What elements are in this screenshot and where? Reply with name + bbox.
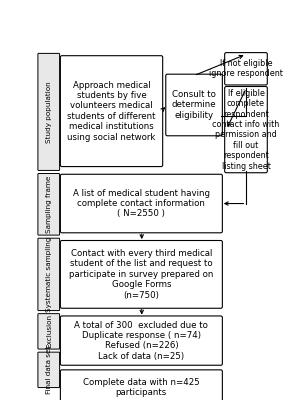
FancyBboxPatch shape — [38, 174, 60, 235]
FancyBboxPatch shape — [225, 53, 267, 85]
Text: Final data set: Final data set — [46, 346, 52, 394]
FancyBboxPatch shape — [60, 174, 222, 233]
FancyBboxPatch shape — [60, 316, 222, 365]
Text: If eligible
complete
respondent
contact info with
permission and
fill out
respon: If eligible complete respondent contact … — [212, 89, 279, 170]
FancyBboxPatch shape — [38, 238, 60, 310]
FancyBboxPatch shape — [60, 56, 163, 166]
FancyBboxPatch shape — [60, 370, 222, 400]
Text: A total of 300  excluded due to
Duplicate response ( n=74)
Refused (n=226)
Lack : A total of 300 excluded due to Duplicate… — [75, 320, 208, 361]
Text: Approach medical
students by five
volunteers medical
students of different
medic: Approach medical students by five volunt… — [67, 81, 156, 142]
FancyBboxPatch shape — [38, 352, 60, 388]
Text: Systematic sampling: Systematic sampling — [46, 237, 52, 312]
Text: Contact with every third medical
student of the list and request to
participate : Contact with every third medical student… — [69, 249, 214, 300]
Text: Exclusion: Exclusion — [46, 314, 52, 348]
Text: Complete data with n=425
participants: Complete data with n=425 participants — [83, 378, 200, 397]
FancyBboxPatch shape — [60, 240, 222, 308]
FancyBboxPatch shape — [38, 314, 60, 349]
Text: Study population: Study population — [46, 81, 52, 143]
FancyBboxPatch shape — [166, 74, 222, 136]
Text: Consult to
determine
eligibility: Consult to determine eligibility — [172, 90, 217, 120]
FancyBboxPatch shape — [38, 53, 60, 170]
Text: A list of medical student having
complete contact information
( N=2550 ): A list of medical student having complet… — [73, 189, 210, 218]
Text: Sampling frame: Sampling frame — [46, 176, 52, 233]
FancyBboxPatch shape — [225, 86, 267, 173]
Text: If not eligible
ignore respondent: If not eligible ignore respondent — [209, 59, 283, 78]
